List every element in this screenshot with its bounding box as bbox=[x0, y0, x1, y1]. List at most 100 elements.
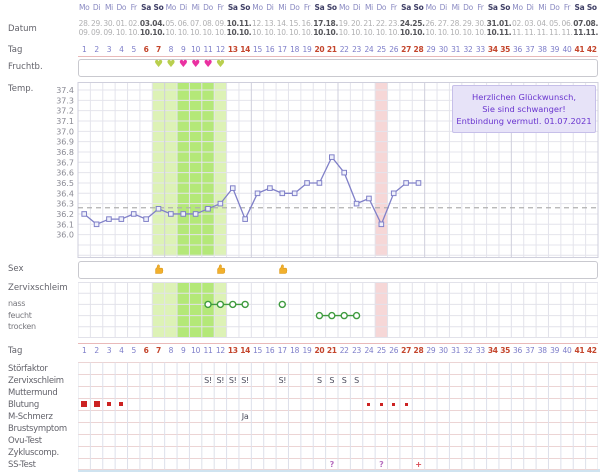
date-day-cell: 19. bbox=[338, 19, 350, 28]
cycle-day-cell: 23 bbox=[352, 45, 362, 54]
date-month-cell: 10. bbox=[437, 28, 449, 37]
temp-point bbox=[279, 190, 286, 197]
date-day-cell: 27. bbox=[437, 19, 449, 28]
cycle-day-cell: 12 bbox=[215, 45, 225, 54]
bottom-scroll-strip[interactable] bbox=[78, 469, 600, 472]
pregnancy-band bbox=[375, 83, 388, 256]
mucus-point bbox=[340, 311, 348, 320]
temp-point bbox=[316, 180, 323, 186]
table-entry: S bbox=[317, 376, 322, 385]
temp-axis-tick: 36.6 bbox=[56, 169, 74, 178]
date-day-cell: 11. bbox=[238, 19, 252, 28]
symptom-table-grid bbox=[78, 362, 598, 470]
date-month-cell: 10. bbox=[412, 28, 425, 37]
cycle-day-cell: 31 bbox=[451, 45, 461, 54]
date-day-cell: 20. bbox=[351, 19, 363, 28]
date-month-cell: 10. bbox=[252, 28, 264, 37]
temp-point bbox=[217, 200, 224, 207]
cycle-day-cell: 8 bbox=[168, 45, 174, 54]
cycle-day-cell: 42 bbox=[586, 346, 597, 355]
temp-point bbox=[390, 190, 397, 197]
date-month-cell: 10. bbox=[450, 28, 462, 37]
temp-point bbox=[366, 195, 372, 202]
weekday-cell: Fr bbox=[217, 3, 224, 12]
fertility-row-box bbox=[78, 59, 598, 77]
cycle-day-cell: 41 bbox=[574, 45, 585, 54]
date-month-cell: 11. bbox=[498, 28, 512, 37]
table-entry: S! bbox=[216, 376, 225, 385]
pregnancy-message-line: Sie sind schwanger! bbox=[482, 104, 566, 114]
date-day-cell: 31. bbox=[486, 19, 500, 28]
temp-point bbox=[341, 169, 347, 176]
symptom-row-label: Zervixschleim bbox=[8, 376, 64, 386]
date-month-cell: 11. bbox=[573, 28, 586, 37]
date-day-cell: 16. bbox=[301, 19, 313, 28]
temp-point bbox=[329, 154, 335, 160]
date-day-cell: 30. bbox=[474, 19, 486, 28]
date-month-cell: 10. bbox=[139, 28, 153, 37]
date-day-cell: 22. bbox=[375, 19, 387, 28]
temp-axis-tick: 37.4 bbox=[56, 86, 74, 95]
temp-axis-tick: 36.5 bbox=[56, 179, 74, 188]
date-day-cell: 17. bbox=[313, 19, 326, 28]
weekday-cell: Di bbox=[179, 3, 188, 12]
temp-point bbox=[106, 216, 112, 222]
table-entry: S bbox=[329, 376, 335, 385]
bleeding-mark bbox=[93, 401, 100, 407]
temp-point bbox=[229, 185, 236, 191]
weekday-cell: Sa bbox=[227, 3, 238, 12]
date-month-cell: 10. bbox=[325, 28, 339, 37]
cycle-day-cell: 2 bbox=[94, 45, 99, 54]
date-month-cell: 10. bbox=[399, 28, 413, 37]
date-month-cell: 10. bbox=[264, 28, 276, 37]
mucus-point bbox=[315, 311, 324, 320]
weekday-cell: Di bbox=[92, 3, 101, 12]
date-day-cell: 04. bbox=[152, 19, 165, 28]
temp-point bbox=[254, 190, 261, 197]
temp-axis-tick: 36.8 bbox=[56, 148, 74, 157]
temp-point bbox=[353, 200, 360, 207]
temp-point bbox=[81, 211, 87, 217]
separator-line bbox=[78, 56, 598, 57]
cycle-day-cell: 6 bbox=[143, 346, 149, 355]
temp-chart: 37.437.3 37.237.137.0 36.936.836.7 36.636.5… bbox=[56, 82, 599, 258]
cycle-day-cell: 5 bbox=[131, 346, 136, 355]
date-month-cell: 10. bbox=[214, 28, 226, 37]
cycle-day-cell: 41 bbox=[574, 346, 585, 355]
mucus-row-label: nass bbox=[8, 299, 26, 309]
date-month-cell: 10. bbox=[226, 28, 240, 37]
weekday-cell: Mi bbox=[451, 3, 460, 12]
weekday-cell: So bbox=[413, 3, 424, 12]
cycle-day-cell: 40 bbox=[562, 45, 572, 54]
bleeding-mark bbox=[81, 401, 88, 407]
date-day-cell: 14. bbox=[276, 19, 288, 28]
symptom-row-label: Ovu-Test bbox=[8, 436, 42, 446]
symptom-row-label: Störfaktor bbox=[8, 364, 48, 374]
date-day-cell: 28. bbox=[78, 19, 90, 28]
cycle-day-cell: 36 bbox=[513, 45, 522, 54]
cycle-day-cell: 20 bbox=[314, 45, 325, 54]
cycle-day-cell: 39 bbox=[550, 346, 560, 355]
cycle-day-cell: 15 bbox=[253, 346, 262, 355]
symptom-row-label: Blutung bbox=[8, 400, 39, 410]
cycle-day-cell: 40 bbox=[562, 346, 572, 355]
date-day-cell: 23. bbox=[388, 19, 400, 28]
temp-point bbox=[143, 216, 149, 222]
weekday-cell: Fr bbox=[303, 3, 311, 12]
date-day-cell: 06. bbox=[177, 19, 189, 28]
cycle-day-cell: 19 bbox=[302, 45, 312, 54]
cycle-day-cell: 1 bbox=[81, 45, 87, 54]
table-entry: S! bbox=[228, 376, 237, 385]
mucus-point bbox=[204, 300, 212, 309]
table-entry: S bbox=[341, 376, 347, 385]
bleeding-mark bbox=[379, 402, 383, 406]
fertility-heart-icon: ♥ bbox=[178, 59, 188, 70]
date-month-cell: 10. bbox=[128, 28, 140, 37]
cycle-day-cell: 34 bbox=[487, 346, 498, 355]
temp-point bbox=[415, 180, 422, 186]
date-month-cell: 10. bbox=[177, 28, 189, 37]
date-day-cell: 28. bbox=[450, 19, 462, 28]
weekday-cell: Mi bbox=[191, 3, 200, 12]
cycle-day-cell: 35 bbox=[500, 346, 511, 355]
